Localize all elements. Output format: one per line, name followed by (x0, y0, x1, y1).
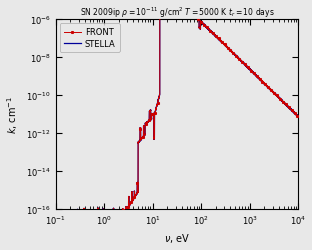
Title: SN 2009ip $\rho = 10^{-11}$ g/cm$^2$ $T = 5000$ K $t_r = 10$ days: SN 2009ip $\rho = 10^{-11}$ g/cm$^2$ $T … (80, 6, 274, 20)
STELLA (235, 56, 239, 59)
STELLA (98, 213, 102, 216)
Y-axis label: $k$, cm$^{-1}$: $k$, cm$^{-1}$ (6, 96, 20, 134)
Line: STELLA: STELLA (56, 0, 298, 214)
FRONT (296, 116, 300, 119)
FRONT (54, 213, 57, 216)
STELLA (54, 213, 57, 216)
FRONT (235, 55, 239, 58)
Line: FRONT: FRONT (55, 0, 299, 215)
STELLA (253, 74, 257, 76)
FRONT (146, 120, 150, 123)
STELLA (54, 213, 58, 216)
Legend: FRONT, STELLA: FRONT, STELLA (60, 24, 120, 52)
STELLA (199, 21, 203, 24)
STELLA (147, 121, 150, 124)
X-axis label: $\nu$, eV: $\nu$, eV (164, 232, 190, 244)
FRONT (98, 213, 101, 216)
FRONT (253, 74, 257, 76)
FRONT (212, 34, 215, 37)
STELLA (212, 33, 216, 36)
STELLA (296, 116, 300, 119)
FRONT (199, 22, 203, 25)
